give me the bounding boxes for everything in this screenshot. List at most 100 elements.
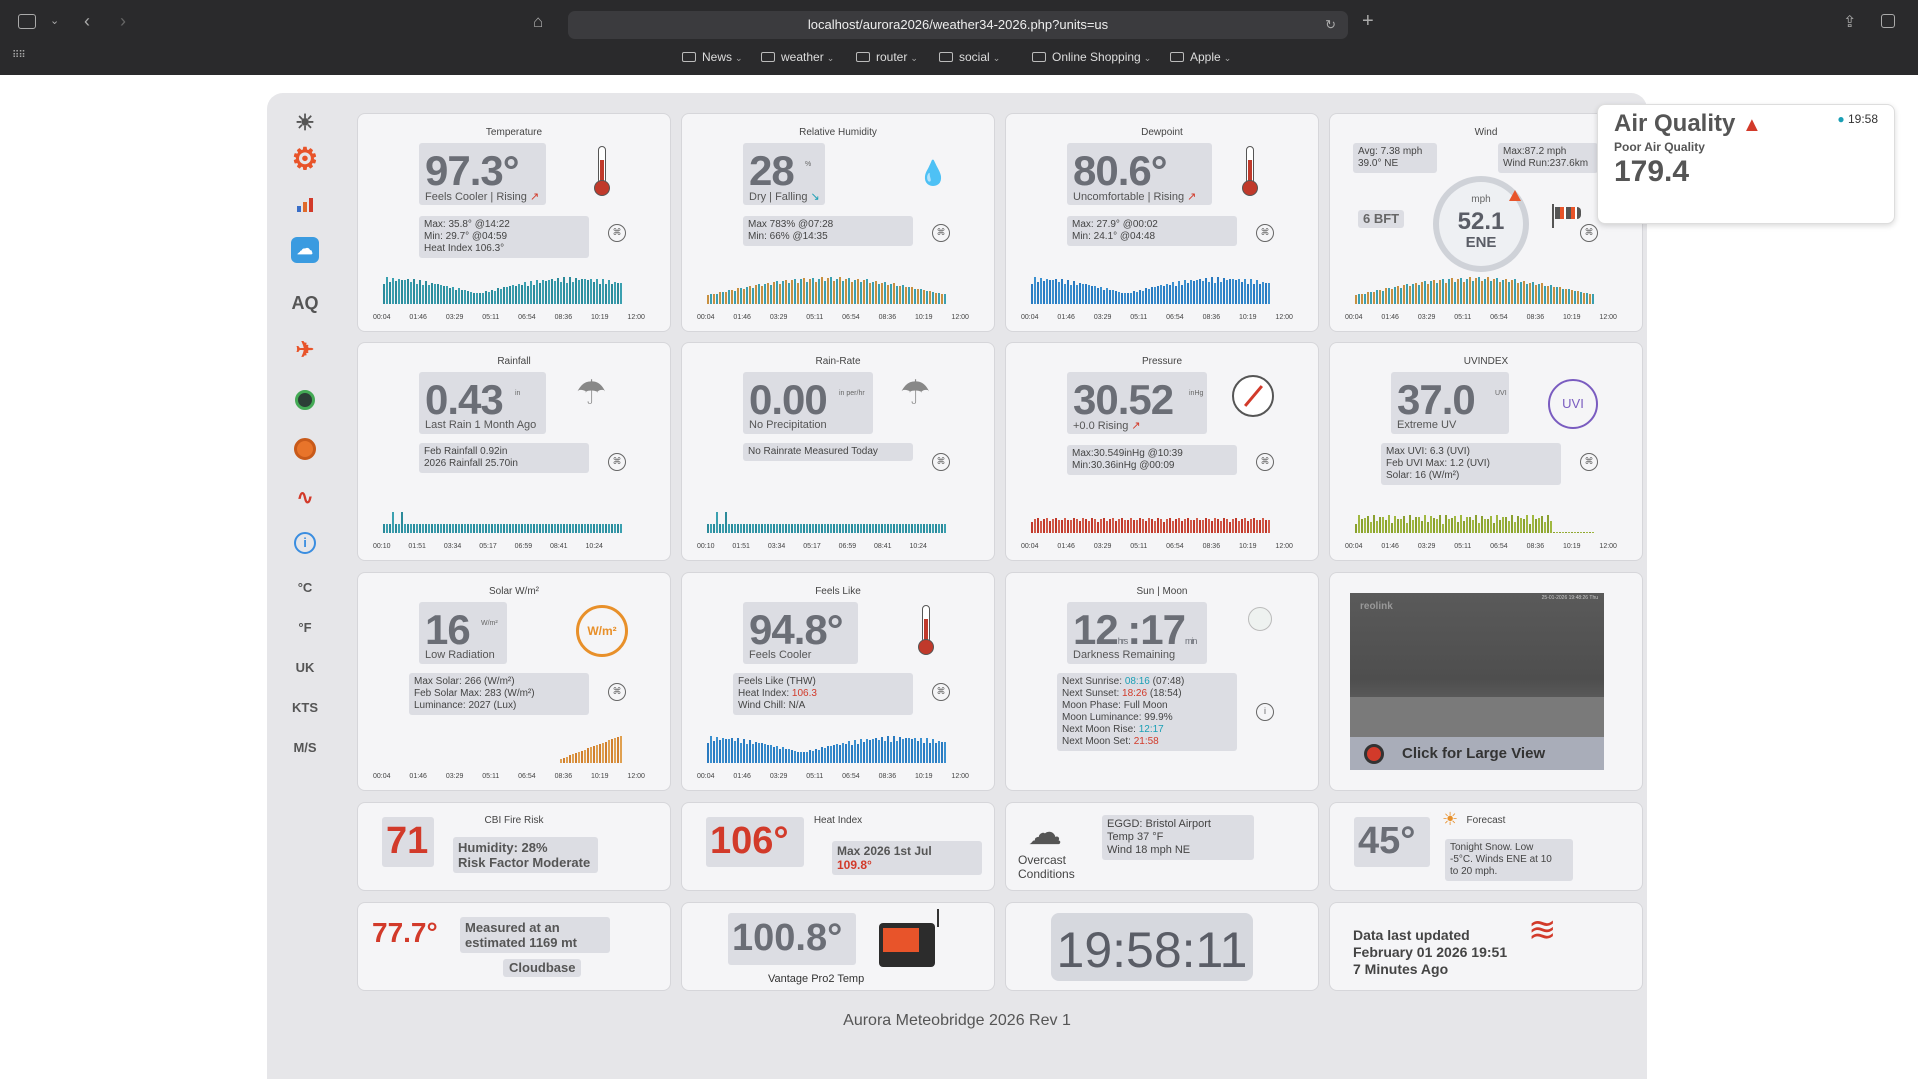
chart-bar — [842, 742, 844, 763]
chart-bar — [431, 524, 433, 533]
chart-settings-icon[interactable]: ⌘ — [1580, 224, 1598, 242]
forward-icon[interactable]: › — [120, 11, 126, 31]
wind-panel[interactable]: Wind Avg: 7.38 mph 39.0° NE Max:87.2 mph W… — [1329, 113, 1643, 332]
folder-icon — [939, 52, 953, 62]
chart-bar — [530, 280, 532, 304]
cloudbase-button[interactable]: Cloudbase — [503, 959, 582, 977]
chart-settings-icon[interactable]: ⌘ — [1256, 453, 1274, 471]
airplane-icon[interactable]: ✈ — [295, 337, 315, 362]
bookmark-apple[interactable]: Apple ⌄ — [1170, 50, 1231, 64]
metar-panel[interactable]: ☁ Overcast Conditions EGGD: Bristol Airpo… — [1005, 802, 1319, 891]
bookmark-online-shopping[interactable]: Online Shopping ⌄ — [1032, 50, 1151, 64]
nav-uk[interactable]: UK — [295, 659, 315, 675]
chart-bar — [923, 290, 925, 304]
chart-bar — [1409, 515, 1411, 533]
chart-bar — [1439, 280, 1441, 304]
chart-bar — [1583, 531, 1585, 533]
bookmark-news[interactable]: News ⌄ — [682, 50, 743, 64]
chart-bar — [617, 283, 619, 304]
chart-bar — [578, 280, 580, 304]
chart-bar — [389, 281, 391, 304]
rainrate-panel[interactable]: Rain-Rate 0.00 in per/hr No Precipitatio… — [681, 342, 995, 561]
dewpoint-status: Uncomfortable | Rising ↗ — [1073, 191, 1197, 203]
chart-settings-icon[interactable]: ⌘ — [1256, 224, 1274, 242]
rainfall-panel[interactable]: Rainfall 0.43 in Last Rain 1 Month Ago ☂… — [357, 342, 671, 561]
apps-grid-icon[interactable]: ⠿⠿ — [12, 50, 26, 61]
chart-bar — [851, 524, 853, 533]
webcam-panel[interactable]: reolink 25-01-2026 19:48:26 Thu Click fo… — [1329, 572, 1643, 791]
bookmark-social[interactable]: social ⌄ — [939, 50, 1000, 64]
tick-label: 05:11 — [806, 314, 824, 321]
chart-settings-icon[interactable]: ⌘ — [608, 224, 626, 242]
chart-settings-icon[interactable]: ⌘ — [932, 224, 950, 242]
cbi-fire-risk-panel[interactable]: CBI Fire Risk 71 Humidity: 28% Risk Facto… — [357, 802, 671, 891]
cloudbase-panel[interactable]: 77.7° Measured at an estimated 1169 mt Cl… — [357, 902, 671, 991]
temperature-panel[interactable]: Temperature 97.3° Feels Cooler | Rising … — [357, 113, 671, 332]
chart-bar — [1388, 515, 1390, 533]
chart-bar — [749, 524, 751, 533]
webcam-icon[interactable] — [283, 384, 327, 416]
vantage-panel[interactable]: 100.8° Vantage Pro2 Temp — [681, 902, 995, 991]
chart-bar — [1214, 518, 1216, 533]
air-quality-popup[interactable]: Air Quality ▲ ● 19:58 Poor Air Quality 1… — [1597, 104, 1895, 224]
pulse-icon[interactable]: ∿ — [296, 486, 314, 509]
nav-celsius[interactable]: °C — [297, 579, 313, 595]
sidebar-toggle-icon[interactable] — [18, 14, 36, 29]
cloud-icon[interactable]: ☁ — [283, 234, 327, 266]
chart-bars-icon[interactable] — [283, 189, 327, 221]
chart-bar — [416, 524, 418, 533]
chart-bar — [455, 524, 457, 533]
bookmark-weather[interactable]: weather ⌄ — [761, 50, 834, 64]
nav-ms[interactable]: M/S — [293, 739, 317, 755]
solar-panel[interactable]: Solar W/m² 16 W/m² Low Radiation W/m² Ma… — [357, 572, 671, 791]
chart-settings-icon[interactable]: ⌘ — [932, 683, 950, 701]
bookmark-router[interactable]: router ⌄ — [856, 50, 918, 64]
webcam-large-view-button[interactable]: Click for Large View — [1350, 737, 1604, 770]
tick-label: 06:59 — [514, 543, 533, 550]
dewpoint-panel[interactable]: Dewpoint 80.6° Uncomfortable | Rising ↗ … — [1005, 113, 1319, 332]
humidity-unit: % — [805, 161, 812, 168]
forecast-panel[interactable]: Forecast ☀ 45° Tonight Snow. Low -5°C. Wi… — [1329, 802, 1643, 891]
share-icon[interactable]: ⇪ — [1843, 14, 1857, 31]
chart-bar — [578, 524, 580, 533]
chart-settings-icon[interactable]: ⌘ — [1580, 453, 1598, 471]
sun-icon[interactable]: ☀ — [295, 110, 315, 135]
pressure-panel[interactable]: Pressure 30.52 inHg +0.0 Rising ↗ Max:30… — [1005, 342, 1319, 561]
webcam-image[interactable]: reolink 25-01-2026 19:48:26 Thu — [1350, 593, 1604, 737]
tabs-overview-icon[interactable] — [1881, 14, 1895, 28]
chart-settings-icon[interactable]: ⌘ — [608, 683, 626, 701]
info-icon[interactable]: i — [1256, 703, 1274, 721]
back-icon[interactable]: ‹ — [84, 11, 90, 31]
panel-title: Feels Like — [815, 586, 861, 597]
chart-bar — [818, 278, 820, 304]
chart-bar — [944, 524, 946, 533]
chart-settings-icon[interactable]: ⌘ — [608, 453, 626, 471]
uv-panel[interactable]: UVINDEX 37.0 UVI Extreme UV UVI Max UVI:… — [1329, 342, 1643, 561]
chart-bar — [839, 277, 841, 304]
humidity-panel[interactable]: Relative Humidity 28 % Dry | Falling ↘ 💧… — [681, 113, 995, 332]
reload-icon[interactable]: ↻ — [1325, 17, 1336, 32]
chart-settings-icon[interactable]: ⌘ — [932, 453, 950, 471]
address-bar[interactable]: localhost/aurora2026/weather34-2026.php?… — [568, 11, 1348, 39]
home-icon[interactable]: ⌂ — [533, 12, 544, 31]
chart-bar — [509, 285, 511, 304]
tick-label: 00:04 — [1021, 543, 1039, 550]
feels-like-panel[interactable]: Feels Like 94.8° Feels Cooler Feels Like… — [681, 572, 995, 791]
heat-index-panel[interactable]: Heat Index 106° Max 2026 1st Jul 109.8° — [681, 802, 995, 891]
record-icon[interactable] — [283, 433, 327, 465]
info-icon[interactable]: i — [283, 527, 327, 559]
chart-bar — [1220, 521, 1222, 533]
settings-gear-icon[interactable]: ⚙ — [291, 142, 319, 176]
chart-bar — [1367, 516, 1369, 533]
tick-label: 00:04 — [1345, 314, 1363, 321]
nav-aq[interactable]: AQ — [291, 292, 319, 313]
chevron-down-icon[interactable]: ⌄ — [50, 15, 60, 27]
chart-bar — [1250, 279, 1252, 304]
chart-bar — [1268, 520, 1270, 533]
new-tab-icon[interactable]: + — [1362, 10, 1374, 32]
chart-bar — [827, 524, 829, 533]
nav-kts[interactable]: KTS — [292, 699, 318, 715]
chart-bar — [773, 524, 775, 533]
sun-moon-panel[interactable]: Sun | Moon 12hrs:17min Darkness Remainin… — [1005, 572, 1319, 791]
nav-fahrenheit[interactable]: °F — [298, 619, 312, 635]
